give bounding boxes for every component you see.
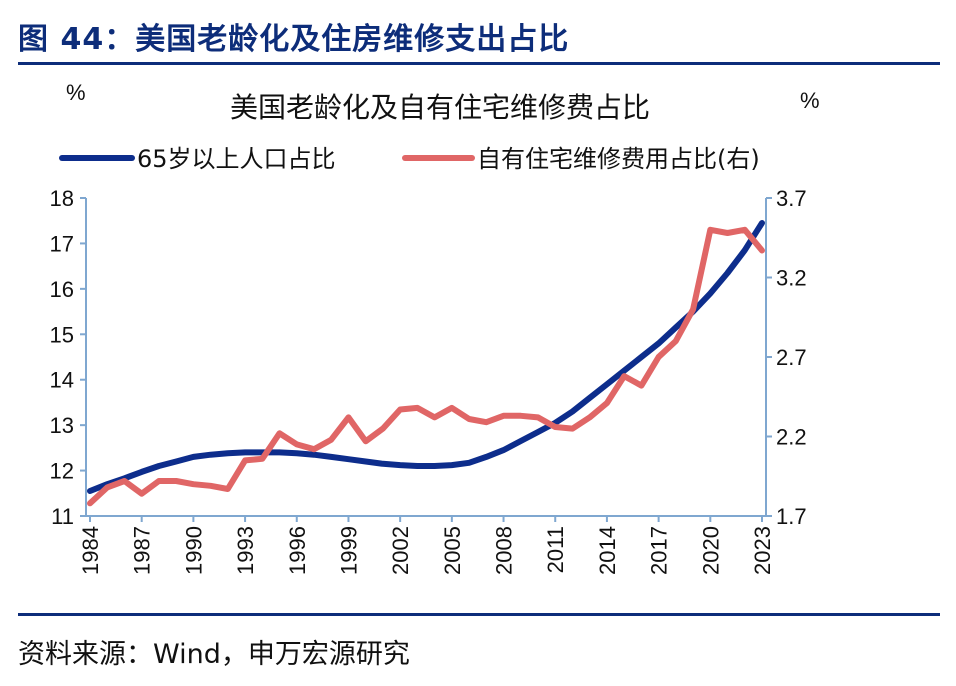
x-tick-label: 2017 — [647, 526, 672, 575]
right-unit-label: % — [800, 88, 820, 113]
right-tick-label: 2.7 — [776, 345, 807, 370]
x-tick-label: 1996 — [285, 526, 310, 575]
left-tick-label: 12 — [50, 459, 74, 484]
legend: 65岁以上人口占比 自有住宅维修费用占比(右) — [59, 145, 760, 173]
x-tick-label: 1999 — [336, 526, 361, 575]
chart-title: 美国老龄化及自有住宅维修费占比 — [230, 91, 650, 124]
x-tick-label: 1987 — [130, 526, 155, 575]
x-tick-label: 1993 — [233, 526, 258, 575]
legend-label-age65: 65岁以上人口占比 — [137, 145, 336, 173]
bottom-rule — [18, 613, 940, 616]
x-tick-label: 2008 — [492, 526, 517, 575]
x-tick-label: 2011 — [543, 526, 568, 573]
legend-label-repair: 自有住宅维修费用占比(右) — [477, 145, 760, 173]
left-tick-label: 13 — [50, 413, 74, 438]
series-line-repair — [87, 226, 765, 507]
right-tick-label: 2.2 — [776, 425, 807, 450]
x-tick-label: 2005 — [440, 526, 465, 575]
x-tick-label: 1984 — [78, 526, 103, 575]
x-tick-label: 2014 — [595, 526, 620, 575]
series-line-age65 — [87, 220, 765, 494]
left-tick-label: 16 — [50, 277, 74, 302]
chart: 美国老龄化及自有住宅维修费占比 % % 65岁以上人口占比 自有住宅维修费用占比… — [50, 80, 820, 575]
left-tick-label: 14 — [50, 368, 74, 393]
x-tick-label: 1990 — [181, 526, 206, 575]
x-tick-label: 2002 — [388, 526, 413, 575]
top-rule — [18, 62, 940, 65]
left-unit-label: % — [66, 80, 86, 105]
figure-title: 图 44：美国老龄化及住房维修支出占比 — [18, 22, 570, 57]
right-tick-label: 3.7 — [776, 186, 807, 211]
left-tick-label: 11 — [51, 504, 74, 529]
right-tick-label: 1.7 — [776, 504, 807, 529]
x-tick-label: 2020 — [698, 526, 723, 575]
right-tick-label: 3.2 — [776, 266, 807, 291]
axes: 18 17 16 15 14 13 12 11 3.7 3.2 2.7 2.2 1.7 1984 1987 1… — [50, 186, 807, 575]
left-tick-label: 18 — [50, 186, 74, 211]
left-tick-label: 15 — [50, 322, 74, 347]
x-tick-label: 2023 — [750, 526, 775, 575]
left-tick-label: 17 — [50, 231, 74, 256]
series-layer — [87, 220, 765, 507]
source-note: 资料来源：Wind，申万宏源研究 — [18, 639, 410, 670]
